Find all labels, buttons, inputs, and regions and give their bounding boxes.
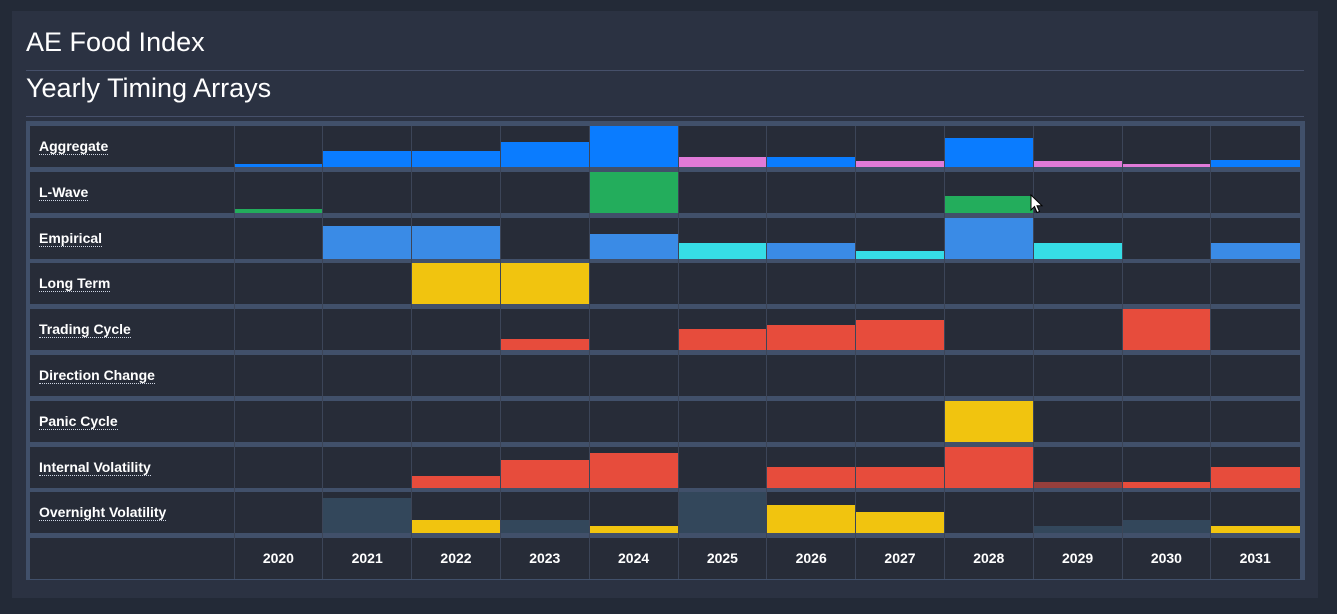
bar-empirical-2027[interactable] bbox=[855, 250, 945, 259]
row-direction-change bbox=[30, 355, 1300, 396]
bar-l-wave-2024[interactable] bbox=[589, 171, 678, 213]
year-tick-label: 2030 bbox=[1150, 550, 1182, 567]
chart-panel: AE Food Index Yearly Timing Arrays Aggre… bbox=[12, 11, 1318, 598]
bar-aggregate-2029[interactable] bbox=[1033, 161, 1122, 167]
bar-overnight-volatility-2024[interactable] bbox=[589, 526, 678, 534]
row-panic-cycle bbox=[30, 400, 1300, 442]
bar-aggregate-2023[interactable] bbox=[500, 142, 590, 167]
bar-internal-volatility-2022[interactable] bbox=[411, 475, 501, 488]
row-label[interactable]: Direction Change bbox=[39, 367, 155, 384]
bar-trading-cycle-2023[interactable] bbox=[500, 339, 590, 351]
column-divider bbox=[677, 126, 679, 580]
bar-internal-volatility-2031[interactable] bbox=[1210, 466, 1300, 488]
year-tick-label: 2029 bbox=[1062, 550, 1094, 567]
year-tick-label: 2024 bbox=[618, 550, 650, 567]
bar-overnight-volatility-2031[interactable] bbox=[1210, 526, 1300, 534]
row-label[interactable]: Aggregate bbox=[39, 138, 109, 155]
bar-aggregate-2020[interactable] bbox=[234, 164, 323, 167]
bar-overnight-volatility-2029[interactable] bbox=[1033, 526, 1122, 534]
page-title: AE Food Index bbox=[26, 27, 205, 57]
bar-long-term-2023[interactable] bbox=[500, 263, 590, 305]
bar-overnight-volatility-2026[interactable] bbox=[766, 505, 856, 534]
column-divider bbox=[234, 126, 235, 580]
row-label[interactable]: Internal Volatility bbox=[39, 458, 151, 476]
bar-aggregate-2030[interactable] bbox=[1122, 164, 1211, 167]
column-divider bbox=[1121, 126, 1123, 580]
bar-empirical-2031[interactable] bbox=[1210, 242, 1300, 259]
column-divider bbox=[943, 126, 945, 580]
subtitle-divider bbox=[26, 116, 1304, 117]
bar-aggregate-2027[interactable] bbox=[855, 161, 945, 167]
year-tick-label: 2026 bbox=[795, 550, 827, 567]
year-tick-label: 2022 bbox=[440, 550, 472, 567]
bar-empirical-2029[interactable] bbox=[1033, 242, 1122, 259]
year-tick-label: 2020 bbox=[262, 550, 294, 567]
row-label[interactable]: Long Term bbox=[39, 275, 111, 293]
bar-l-wave-2020[interactable] bbox=[234, 208, 323, 213]
mouse-cursor-icon bbox=[1030, 194, 1044, 214]
bar-overnight-volatility-2027[interactable] bbox=[855, 512, 945, 534]
bar-empirical-2026[interactable] bbox=[766, 242, 856, 259]
year-tick-label: 2023 bbox=[529, 550, 561, 567]
row-trading-cycle bbox=[30, 309, 1300, 351]
bar-overnight-volatility-2022[interactable] bbox=[411, 520, 501, 534]
year-tick-label: 2021 bbox=[351, 550, 383, 567]
column-divider bbox=[1210, 126, 1212, 580]
row-label[interactable]: L-Wave bbox=[39, 183, 89, 201]
column-divider bbox=[1032, 126, 1034, 580]
row-label[interactable]: Panic Cycle bbox=[39, 412, 118, 430]
bar-aggregate-2026[interactable] bbox=[766, 157, 856, 167]
year-axis-row bbox=[30, 538, 1300, 580]
column-divider bbox=[322, 126, 324, 580]
year-tick-label: 2027 bbox=[884, 550, 916, 567]
bar-aggregate-2031[interactable] bbox=[1210, 160, 1300, 167]
bar-trading-cycle-2027[interactable] bbox=[855, 320, 945, 351]
bar-internal-volatility-2027[interactable] bbox=[855, 466, 945, 488]
bar-trading-cycle-2030[interactable] bbox=[1122, 309, 1211, 351]
bar-internal-volatility-2023[interactable] bbox=[500, 459, 590, 488]
column-divider bbox=[499, 126, 501, 580]
year-tick-label: 2031 bbox=[1239, 550, 1271, 567]
bar-overnight-volatility-2021[interactable] bbox=[322, 498, 412, 534]
year-tick-label: 2028 bbox=[973, 550, 1005, 567]
bar-internal-volatility-2024[interactable] bbox=[589, 452, 678, 488]
bar-aggregate-2028[interactable] bbox=[944, 138, 1034, 167]
bar-empirical-2028[interactable] bbox=[944, 217, 1034, 259]
bar-empirical-2021[interactable] bbox=[322, 225, 412, 259]
timing-array-grid: Aggregate L-Wave Empirical Long Term Trading… bbox=[26, 121, 1305, 580]
title-divider bbox=[26, 70, 1304, 71]
bar-internal-volatility-2029[interactable] bbox=[1033, 481, 1122, 488]
bar-trading-cycle-2025[interactable] bbox=[678, 329, 767, 351]
bar-empirical-2025[interactable] bbox=[678, 242, 767, 259]
bar-overnight-volatility-2030[interactable] bbox=[1122, 520, 1211, 534]
row-long-term bbox=[30, 263, 1300, 305]
bar-internal-volatility-2028[interactable] bbox=[944, 446, 1034, 488]
bar-empirical-2024[interactable] bbox=[589, 233, 678, 259]
bar-aggregate-2022[interactable] bbox=[411, 151, 501, 167]
bar-panic-cycle-2028[interactable] bbox=[944, 400, 1034, 442]
bar-overnight-volatility-2023[interactable] bbox=[500, 520, 590, 534]
bar-overnight-volatility-2025[interactable] bbox=[678, 492, 767, 534]
bar-aggregate-2025[interactable] bbox=[678, 157, 767, 167]
bar-internal-volatility-2030[interactable] bbox=[1122, 481, 1211, 488]
bar-l-wave-2028[interactable] bbox=[944, 195, 1034, 213]
year-tick-label: 2025 bbox=[706, 550, 738, 567]
row-label[interactable]: Overnight Volatility bbox=[39, 504, 167, 522]
row-label[interactable]: Empirical bbox=[39, 229, 103, 247]
bar-aggregate-2021[interactable] bbox=[322, 151, 412, 167]
chart-title: Yearly Timing Arrays bbox=[26, 73, 272, 103]
column-divider bbox=[411, 126, 413, 580]
bar-empirical-2022[interactable] bbox=[411, 225, 501, 259]
row-label[interactable]: Trading Cycle bbox=[39, 321, 131, 339]
column-divider bbox=[766, 126, 768, 580]
bar-long-term-2022[interactable] bbox=[411, 263, 501, 305]
bar-trading-cycle-2026[interactable] bbox=[766, 325, 856, 351]
bar-internal-volatility-2026[interactable] bbox=[766, 466, 856, 488]
bar-aggregate-2024[interactable] bbox=[589, 126, 678, 167]
column-divider bbox=[855, 126, 857, 580]
column-divider bbox=[588, 126, 590, 580]
